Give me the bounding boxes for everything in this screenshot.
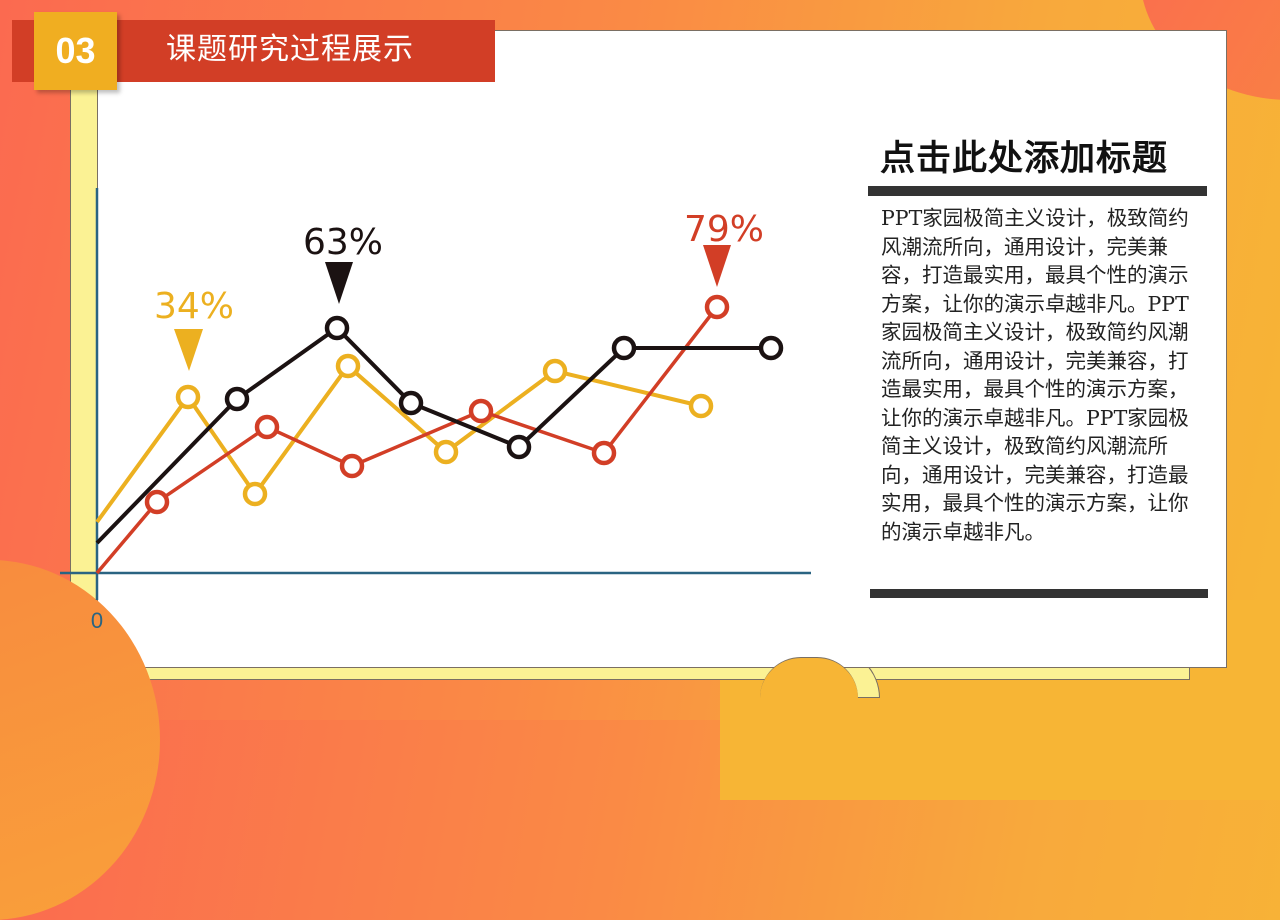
arrow-down-icon [174,329,203,371]
annotation-black: 63% [303,222,383,263]
series-red-markers [144,294,730,515]
origin-label: 0 [91,608,103,633]
side-title: 点击此处添加标题 [880,139,1169,179]
section-number: 03 [34,12,117,90]
arrow-down-icon [703,245,731,287]
line-chart: 0 34% 63% 79% [60,188,811,633]
series-black-markers [224,315,784,460]
annotation-red: 79% [684,209,764,250]
series-black-line [95,325,771,545]
section-title: 课题研究过程展示 [166,32,414,67]
arrow-down-icon [325,262,353,304]
series-yellow-markers [175,353,714,507]
divider-top [868,186,1207,196]
side-body-text: PPT家园极简主义设计，极致简约风潮流所向，通用设计，完美兼容，打造最实用，最具… [881,206,1189,544]
annotation-yellow: 34% [154,286,234,327]
divider-bottom [870,589,1208,598]
